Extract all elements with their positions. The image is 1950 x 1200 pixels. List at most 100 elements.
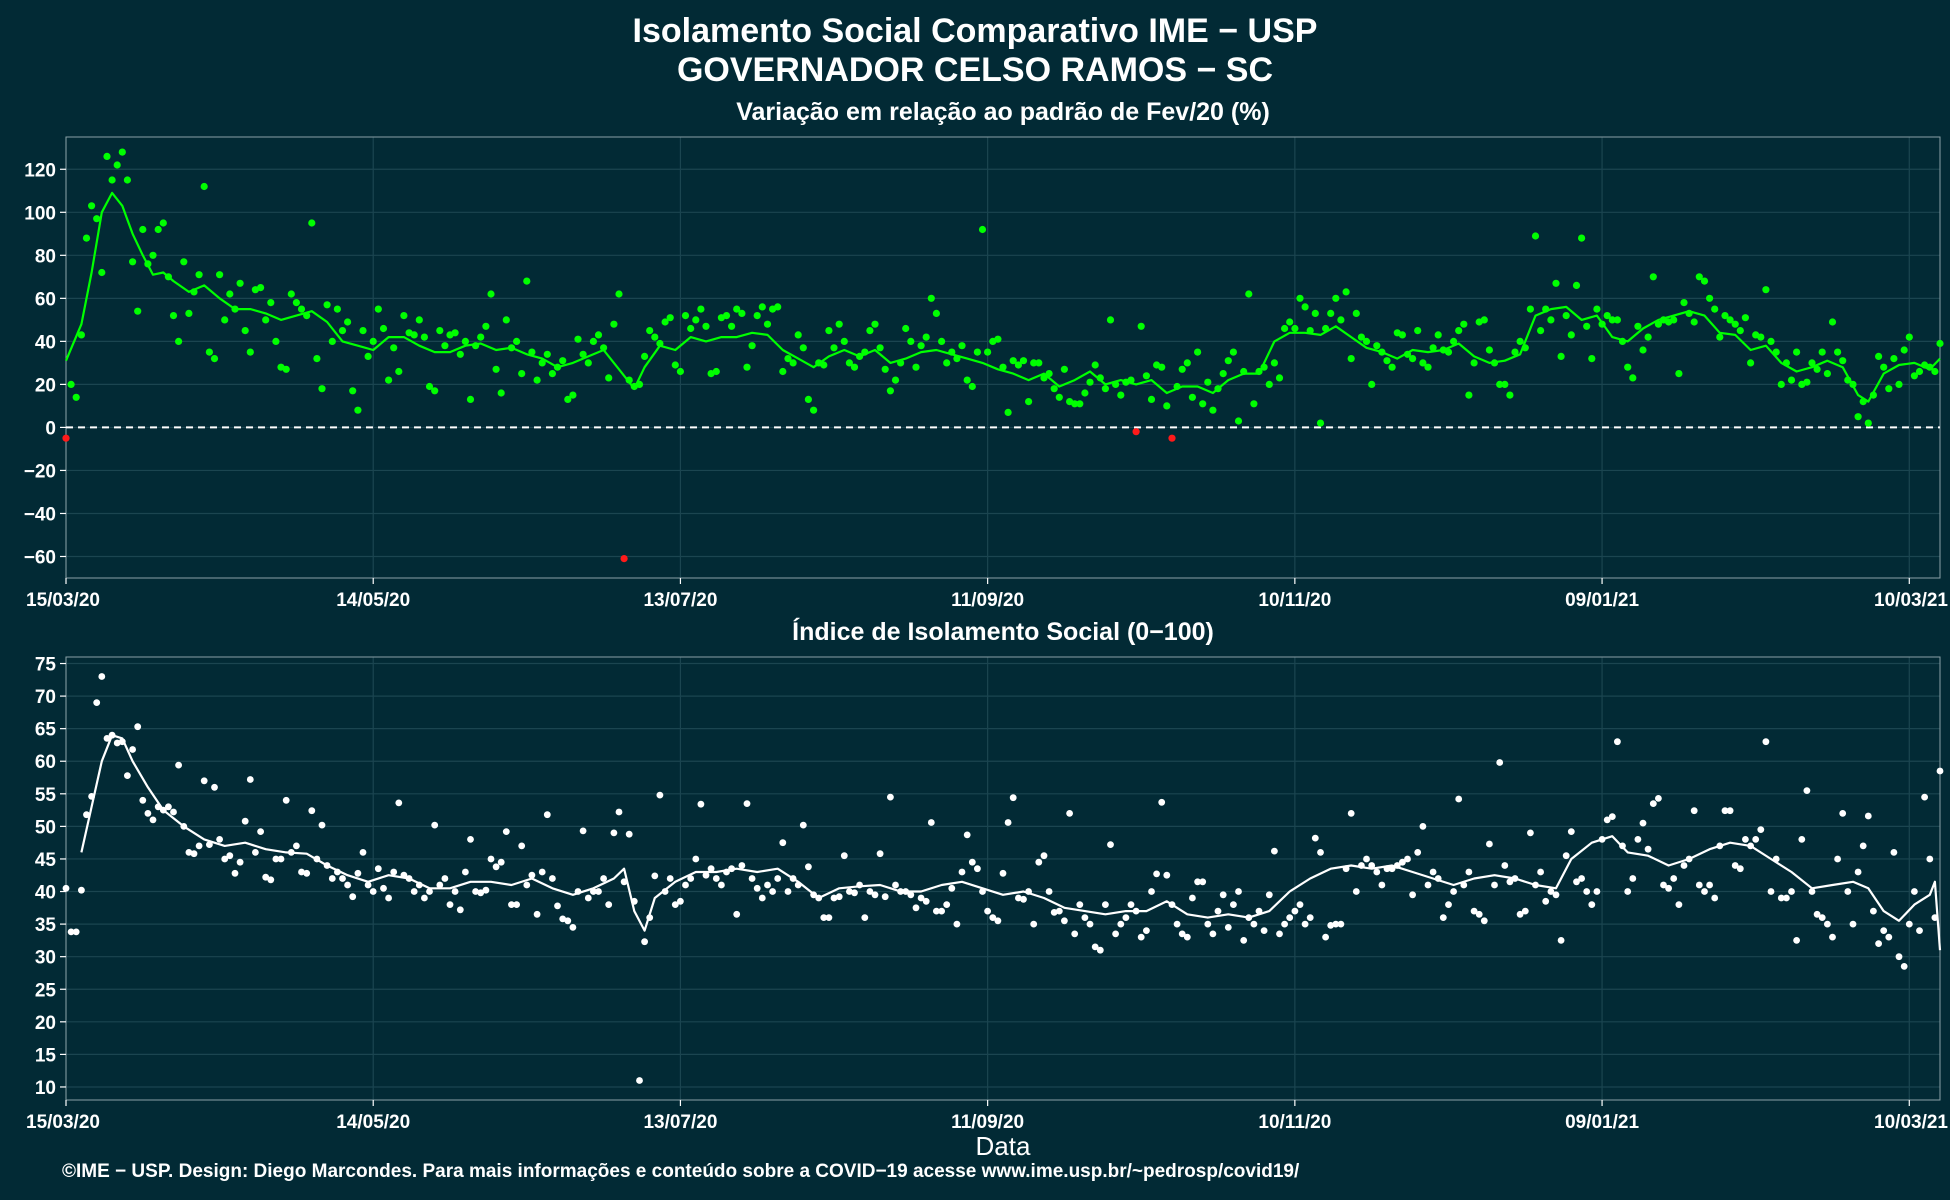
variation-data-point: [149, 251, 157, 259]
index-data-point: [1127, 901, 1135, 908]
index-data-point: [666, 875, 674, 882]
variation-data-point: [390, 344, 398, 352]
index-data-point: [405, 875, 413, 882]
variation-data-point: [1030, 359, 1038, 367]
index-data-point: [318, 821, 326, 829]
variation-data-point: [1711, 305, 1719, 313]
y-tick-label: 40: [35, 332, 56, 353]
y-tick-label: 100: [24, 203, 56, 224]
index-data-point: [108, 731, 116, 739]
variation-data-point: [1593, 305, 1601, 313]
variation-data-point: [1076, 400, 1084, 408]
variation-data-point: [1311, 309, 1319, 317]
variation-data-point: [466, 395, 475, 403]
index-data-point: [1342, 865, 1350, 873]
variation-data-point: [830, 344, 838, 352]
index-data-point: [1557, 937, 1565, 944]
index-data-point: [1450, 888, 1457, 895]
index-data-point: [1358, 862, 1365, 869]
index-data-point: [912, 904, 920, 912]
index-data-point: [723, 868, 730, 876]
index-points: [62, 673, 1944, 1084]
variation-data-point: [144, 260, 152, 268]
index-data-point: [1864, 812, 1872, 820]
variation-data-point: [579, 350, 587, 358]
variation-data-point: [1854, 413, 1862, 421]
index-data-point: [769, 888, 776, 895]
index-data-point: [436, 881, 444, 889]
index-data-point: [298, 868, 305, 876]
variation-data-point: [1158, 363, 1166, 371]
variation-data-point: [850, 363, 859, 371]
index-data-point: [1875, 940, 1882, 947]
index-data-point: [584, 894, 592, 902]
index-data-point: [62, 884, 70, 892]
y-tick-label: 50: [35, 817, 56, 838]
footer-credit: ©IME − USP. Design: Diego Marcondes. Par…: [62, 1161, 1300, 1182]
variation-data-point: [374, 305, 382, 313]
index-data-point: [851, 889, 858, 897]
variation-data-point: [118, 148, 126, 156]
index-data-point: [175, 761, 183, 769]
index-data-point: [1813, 910, 1821, 918]
variation-data-point: [349, 387, 357, 395]
variation-data-point: [425, 382, 434, 391]
variation-data-point: [1731, 320, 1739, 328]
variation-data-point: [1895, 380, 1903, 388]
variation-data-point: [656, 339, 664, 348]
index-data-point: [180, 823, 188, 830]
index-data-point: [78, 886, 85, 894]
index-data-point: [1009, 794, 1017, 802]
x-tick-label: 10/11/20: [1258, 1112, 1331, 1133]
index-data-point: [1496, 759, 1504, 766]
index-data-point: [943, 901, 951, 908]
y-tick-label: 0: [45, 418, 56, 439]
variation-data-point: [1910, 372, 1918, 380]
index-data-point: [1414, 849, 1422, 856]
index-data-point: [738, 862, 746, 869]
variation-data-point: [687, 324, 695, 333]
index-data-point: [1885, 933, 1893, 941]
variation-data-point: [420, 333, 428, 341]
index-data-point: [154, 803, 162, 811]
index-data-point: [1439, 914, 1447, 921]
variation-data-point: [502, 316, 510, 324]
index-data-point: [129, 746, 137, 753]
index-data-point: [1742, 836, 1749, 843]
variation-data-point: [1291, 324, 1299, 333]
variation-data-point: [1762, 286, 1770, 294]
index-data-point: [1721, 807, 1729, 815]
index-data-point: [446, 901, 454, 908]
index-data-point: [876, 850, 884, 858]
variation-data-point: [282, 365, 290, 373]
index-data-point: [1271, 847, 1278, 855]
variation-data-point: [303, 312, 311, 320]
index-data-point: [1235, 888, 1242, 895]
index-data-point: [1675, 901, 1683, 908]
variation-data-point: [1173, 382, 1181, 391]
x-tick-label: 15/03/20: [26, 1112, 100, 1133]
index-data-point: [748, 875, 756, 882]
variation-data-point: [1654, 320, 1662, 328]
variation-data-point: [1542, 305, 1550, 313]
variation-data-point: [753, 312, 761, 320]
variation-data-point: [1040, 374, 1048, 382]
index-data-point: [600, 875, 607, 882]
variation-data-point: [825, 327, 833, 335]
index-data-point: [1020, 895, 1027, 903]
index-data-point: [1465, 868, 1473, 876]
index-data-point: [1608, 813, 1616, 820]
variation-data-point: [1567, 331, 1575, 339]
index-data-point: [1086, 920, 1094, 928]
x-tick-label: 15/03/20: [26, 590, 100, 611]
y-tick-label: 65: [35, 720, 57, 741]
variation-data-point: [799, 344, 807, 352]
index-data-point: [349, 893, 357, 901]
variation-data-point: [1117, 391, 1125, 399]
index-data-point: [200, 777, 208, 785]
variation-data-point: [1823, 370, 1831, 378]
variation-data-point: [1521, 344, 1529, 352]
variation-data-point: [1931, 367, 1939, 376]
index-data-point: [93, 699, 101, 706]
